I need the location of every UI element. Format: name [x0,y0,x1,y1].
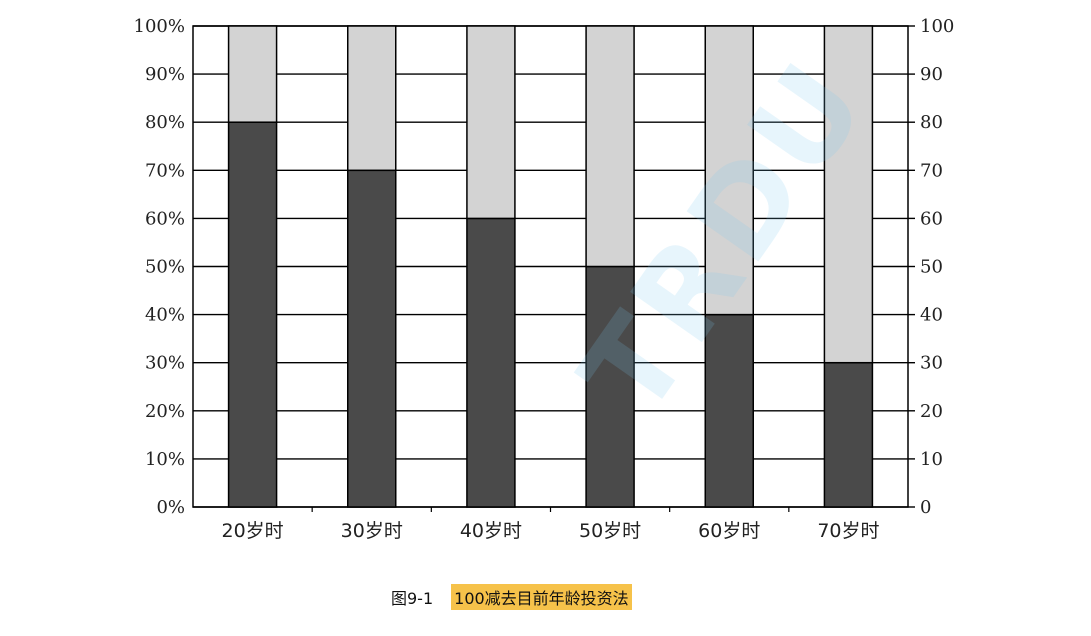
bar-lower [466,217,516,508]
y-tick-label-left: 90% [145,64,185,85]
bar-upper [585,25,635,268]
bar-lower [704,313,754,508]
y-tick-label-right: 10 [920,449,943,470]
bar-lower [585,265,635,508]
y-tick-label-right: 20 [920,401,943,422]
y-tick-label-left: 0% [156,497,185,518]
figure-number: 图9-1 [391,589,434,608]
y-tick-label-left: 30% [145,353,185,374]
bar-upper [466,25,516,220]
bar-lower [347,169,397,508]
y-tick-label-left: 100% [134,16,185,37]
y-tick-label-right: 0 [920,497,931,518]
bar-upper [704,25,754,316]
figure-caption: 图9-1 100减去目前年龄投资法 [391,584,632,610]
y-tick-label-right: 40 [920,305,943,326]
y-tick-label-right: 100 [920,16,954,37]
bar-upper [227,25,278,123]
y-tick-label-left: 60% [145,208,185,229]
x-tick-label: 20岁时 [221,520,283,542]
x-tick-label: 30岁时 [341,520,403,542]
x-tick-label: 70岁时 [817,520,879,542]
y-tick-label-left: 70% [145,160,185,181]
bar-lower [227,121,278,508]
y-tick-label-left: 50% [145,257,185,278]
y-tick-label-left: 40% [145,305,185,326]
bar-upper [823,25,874,364]
y-tick-label-right: 90 [920,64,943,85]
y-tick-label-right: 30 [920,353,943,374]
y-tick-label-left: 20% [145,401,185,422]
bar-upper [347,25,397,172]
bar-lower [823,361,874,508]
y-tick-label-right: 80 [920,112,943,133]
x-tick-label: 50岁时 [579,520,641,542]
y-tick-label-left: 80% [145,112,185,133]
y-tick-label-left: 10% [145,449,185,470]
y-tick-label-right: 60 [920,208,943,229]
x-tick-label: 40岁时 [460,520,522,542]
y-tick-label-right: 70 [920,160,943,181]
x-tick-label: 60岁时 [698,520,760,542]
y-tick-label-right: 50 [920,257,943,278]
figure-title: 100减去目前年龄投资法 [451,584,632,610]
